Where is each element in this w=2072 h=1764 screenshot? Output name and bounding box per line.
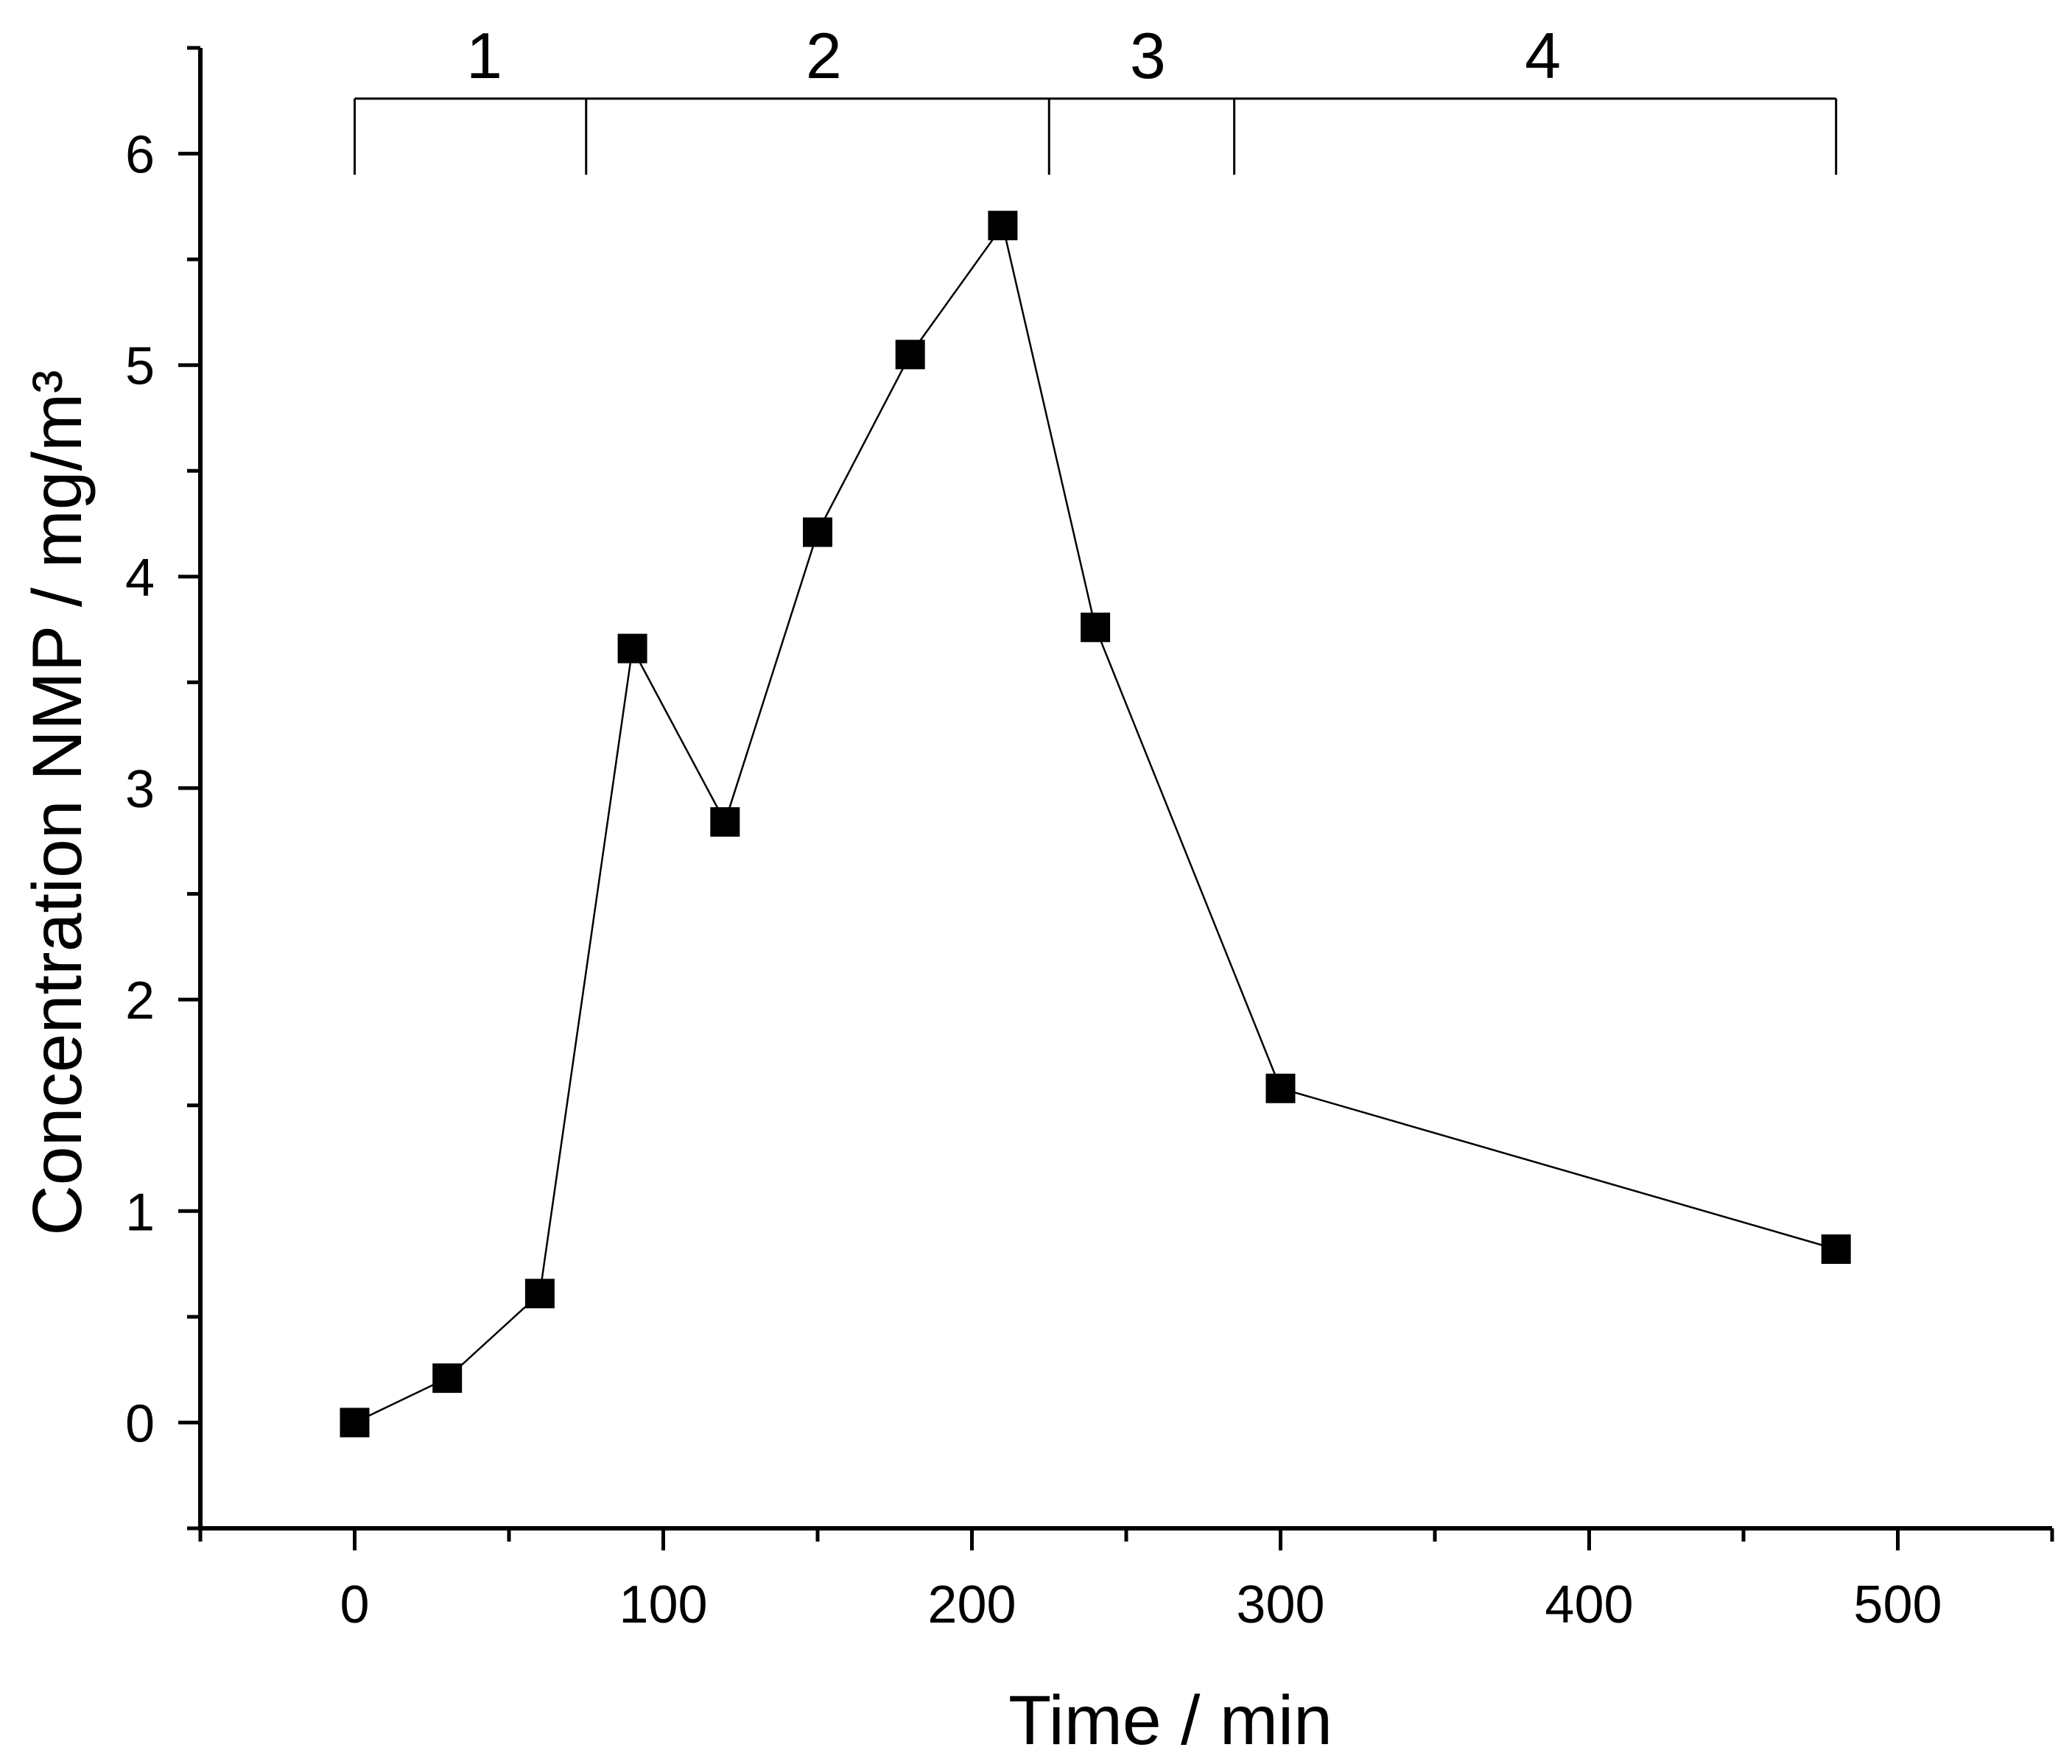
y-tick-label: 4: [125, 549, 155, 608]
x-axis-title: Time / min: [1008, 1682, 1332, 1760]
data-point: [1081, 612, 1111, 642]
phase-label: 1: [466, 19, 502, 92]
y-tick-label: 3: [125, 760, 155, 819]
data-point: [432, 1363, 463, 1394]
data-point: [710, 807, 740, 837]
series-path: [354, 223, 1837, 1424]
data-point: [617, 633, 647, 664]
y-tick-label: 1: [125, 1183, 155, 1242]
data-point: [803, 517, 832, 547]
x-tick-label: 500: [1853, 1575, 1942, 1634]
x-tick-label: 400: [1545, 1575, 1633, 1634]
axes: 0 100 200 300 400 500 0 1 2 3 4 5 6: [125, 46, 2054, 1634]
x-tick-label: 0: [340, 1575, 369, 1634]
y-tick-label: 0: [125, 1394, 155, 1453]
x-tick-label: 200: [927, 1575, 1016, 1634]
y-axis-title: Concentration NMP / mg/m³: [18, 370, 96, 1236]
data-point: [1265, 1073, 1296, 1103]
y-tick-label: 6: [125, 126, 155, 185]
x-tick-label: 300: [1236, 1575, 1324, 1634]
y-tick-label: 5: [125, 337, 155, 396]
series-line: [340, 211, 1851, 1438]
data-point: [1821, 1234, 1851, 1264]
phase-label: 3: [1130, 19, 1166, 92]
data-point: [895, 340, 925, 370]
data-point: [340, 1408, 370, 1438]
phase-label: 2: [806, 19, 842, 92]
x-tick-label: 100: [619, 1575, 707, 1634]
data-point: [524, 1279, 555, 1309]
y-tick-label: 2: [125, 971, 155, 1030]
phase-brackets: 1 2 3 4: [354, 19, 1838, 175]
data-point: [988, 211, 1018, 241]
phase-label: 4: [1525, 19, 1561, 92]
